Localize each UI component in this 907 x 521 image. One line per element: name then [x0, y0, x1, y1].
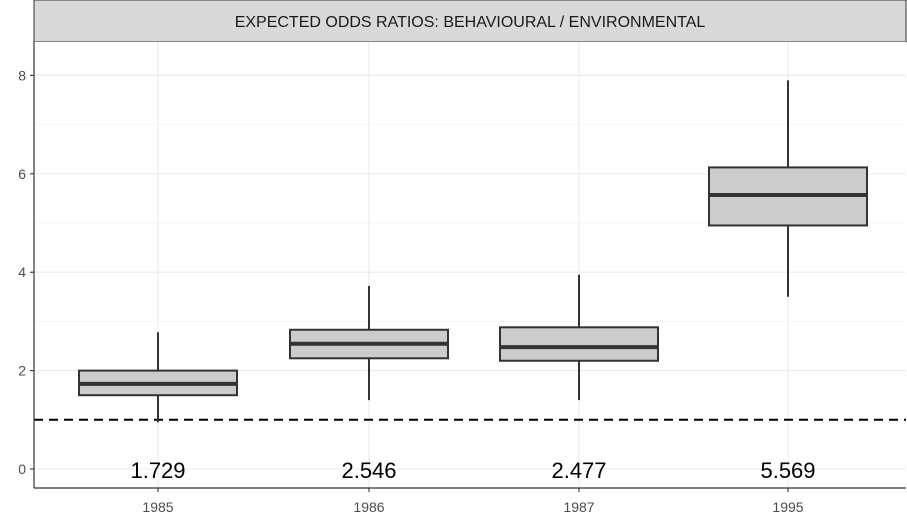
- y-tick-label-2: 4: [18, 264, 26, 280]
- y-tick-label-1: 2: [18, 363, 26, 379]
- y-tick-label-4: 8: [18, 67, 26, 83]
- strip-header: [33, 0, 907, 43]
- box-1986: [289, 285, 449, 401]
- median-label-1986: 2.546: [341, 458, 396, 483]
- median-labels: 1.729 2.546 2.477 5.569: [130, 458, 815, 483]
- x-ticks: 1985 1986 1987 1995: [142, 488, 804, 515]
- plot-panel: [34, 42, 906, 488]
- boxes: [78, 80, 868, 423]
- y-ticks: 0 2 4 6 8: [18, 67, 34, 477]
- chart-title: EXPECTED ODDS RATIOS: BEHAVIOURAL / ENVI…: [235, 14, 706, 31]
- y-tick-label-0: 0: [18, 461, 26, 477]
- y-tick-label-3: 6: [18, 166, 26, 182]
- box-1987: [499, 274, 659, 401]
- median-label-1985: 1.729: [130, 458, 185, 483]
- x-tick-label-1987: 1987: [563, 499, 594, 515]
- median-label-1995: 5.569: [760, 458, 815, 483]
- box-1985: [78, 332, 238, 423]
- x-tick-label-1985: 1985: [142, 499, 173, 515]
- box-1995: [708, 80, 868, 297]
- box-rect-1987: [499, 326, 659, 362]
- median-label-1987: 2.477: [551, 458, 606, 483]
- x-tick-label-1995: 1995: [772, 499, 803, 515]
- x-tick-label-1986: 1986: [353, 499, 384, 515]
